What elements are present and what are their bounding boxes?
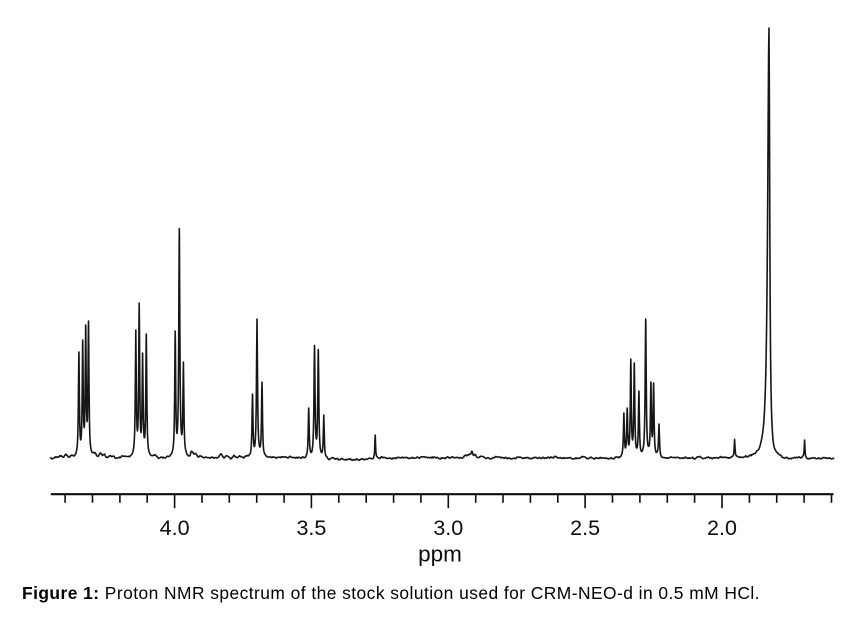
svg-text:ppm: ppm (418, 542, 462, 567)
svg-text:4.0: 4.0 (160, 516, 190, 540)
svg-text:3.0: 3.0 (433, 516, 463, 540)
svg-text:3.5: 3.5 (296, 516, 326, 540)
svg-text:2.0: 2.0 (707, 516, 737, 540)
svg-text:2.5: 2.5 (570, 516, 600, 540)
